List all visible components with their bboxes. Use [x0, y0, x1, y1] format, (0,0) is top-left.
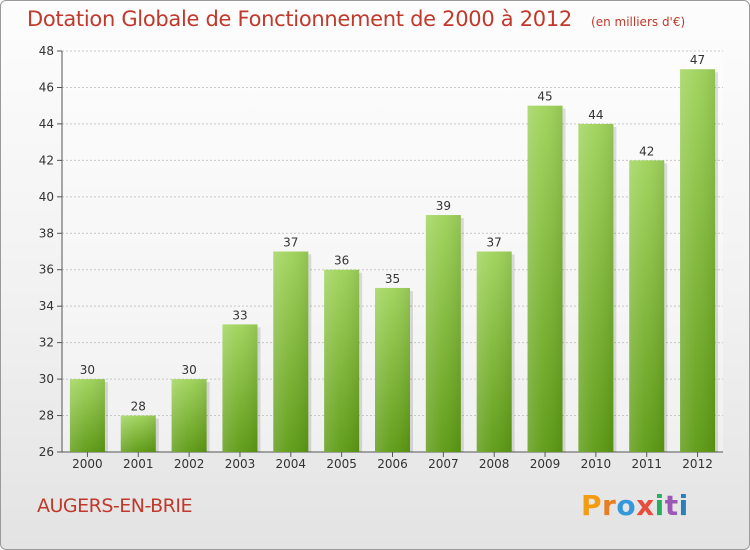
y-tick-label: 44: [39, 117, 54, 131]
x-tick-label: 2006: [377, 457, 408, 471]
logo-letter: i: [654, 489, 665, 522]
data-label: 39: [436, 199, 451, 213]
bar-shine: [527, 105, 563, 452]
chart-title: Dotation Globale de Fonctionnement de 20…: [27, 7, 572, 31]
logo-letter: r: [602, 489, 617, 522]
y-tick-label: 34: [39, 299, 54, 313]
x-tick-label: 2010: [581, 457, 612, 471]
y-tick-label: 26: [39, 445, 54, 459]
bar-shine: [120, 415, 156, 452]
data-label: 36: [334, 254, 349, 268]
data-label: 44: [588, 108, 603, 122]
commune-name: AUGERS-EN-BRIE: [37, 495, 193, 517]
bar-shine: [375, 287, 410, 452]
bar-shine: [578, 123, 614, 452]
chart-subtitle: (en milliers d'€): [591, 15, 686, 29]
logo-letter: i: [678, 489, 689, 522]
x-tick-label: 2003: [225, 457, 256, 471]
data-label: 30: [181, 363, 196, 377]
bar-shine: [69, 379, 105, 452]
x-tick-label: 2002: [174, 457, 205, 471]
data-label: 37: [283, 236, 298, 250]
y-tick-label: 30: [39, 372, 54, 386]
proxiti-logo: Proxiti: [581, 489, 689, 522]
y-tick-label: 42: [39, 153, 54, 167]
y-tick-label: 38: [39, 226, 54, 240]
x-tick-label: 2009: [530, 457, 561, 471]
x-tick-label: 2005: [326, 457, 357, 471]
bar-shine: [171, 379, 207, 452]
bar-shine: [222, 324, 258, 452]
x-tick-label: 2000: [72, 457, 103, 471]
y-tick-label: 40: [39, 190, 54, 204]
data-label: 45: [537, 90, 552, 104]
logo-letter: o: [616, 489, 637, 522]
data-label: 28: [131, 400, 146, 414]
x-tick-label: 2011: [631, 457, 662, 471]
logo-letter: P: [581, 489, 603, 522]
y-tick-label: 32: [39, 336, 54, 350]
bar-shine: [425, 215, 461, 452]
y-tick-label: 46: [39, 80, 54, 94]
data-label: 33: [232, 308, 247, 322]
data-label: 47: [690, 53, 705, 67]
y-tick-label: 48: [39, 44, 54, 58]
logo-letter: x: [636, 489, 655, 522]
x-tick-label: 2008: [479, 457, 510, 471]
x-tick-label: 2012: [682, 457, 713, 471]
y-tick-label: 28: [39, 409, 54, 423]
logo-letter: t: [664, 489, 679, 522]
y-tick-label: 36: [39, 263, 54, 277]
x-tick-label: 2004: [276, 457, 307, 471]
data-label: 35: [385, 272, 400, 286]
bar-shine: [629, 160, 665, 452]
data-label: 30: [80, 363, 95, 377]
bar-shine: [273, 251, 309, 452]
x-tick-label: 2007: [428, 457, 459, 471]
x-tick-label: 2001: [123, 457, 154, 471]
bar-shine: [324, 269, 360, 452]
title-row: Dotation Globale de Fonctionnement de 20…: [27, 7, 685, 31]
bar-shine: [680, 69, 716, 453]
bar-shine: [476, 251, 512, 452]
data-label: 37: [487, 236, 502, 250]
data-label: 42: [639, 144, 654, 158]
